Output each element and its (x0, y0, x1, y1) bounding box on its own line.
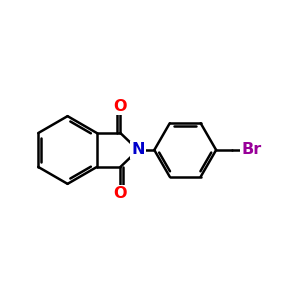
Text: Br: Br (241, 142, 262, 158)
Text: N: N (131, 142, 145, 158)
Text: O: O (114, 99, 127, 114)
Text: O: O (114, 186, 127, 201)
